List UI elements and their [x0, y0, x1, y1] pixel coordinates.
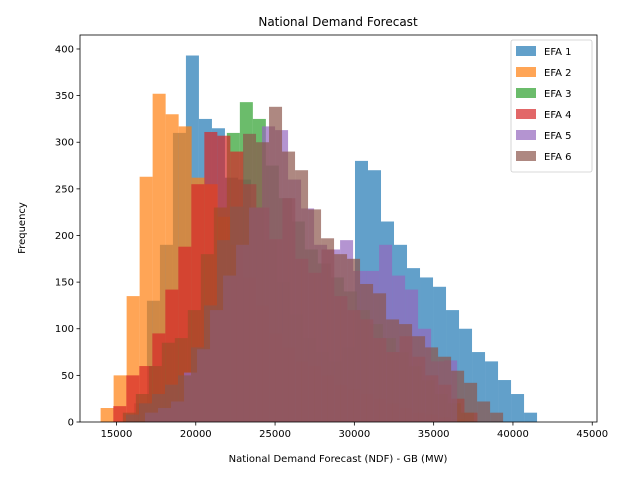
histogram-bar	[438, 356, 452, 422]
legend-label: EFA 4	[544, 110, 572, 121]
histogram-bar	[524, 412, 538, 422]
histogram-bar	[295, 170, 309, 422]
histogram-bar	[282, 151, 296, 422]
y-tick-label: 150	[55, 278, 74, 289]
x-tick-label: 40000	[497, 429, 529, 440]
y-tick-label: 250	[55, 184, 74, 195]
y-tick-label: 300	[55, 138, 74, 149]
histogram-bar	[125, 414, 139, 422]
histogram-bar	[399, 324, 413, 422]
series-6-bars	[125, 106, 504, 423]
y-axis-label: Frequency	[17, 202, 28, 254]
histogram-bar	[464, 382, 478, 422]
histogram-bar	[334, 254, 348, 422]
histogram-bar	[477, 401, 491, 422]
histogram-bar	[256, 142, 270, 422]
x-axis-label: National Demand Forecast (NDF) - GB (MW)	[229, 454, 448, 465]
histogram-bar	[230, 206, 244, 422]
histogram-bars	[100, 55, 538, 423]
histogram-bar	[321, 238, 335, 422]
histogram-bar	[451, 370, 465, 422]
histogram-bar	[269, 106, 283, 423]
axes-frame	[79, 34, 598, 423]
legend-label: EFA 3	[544, 89, 572, 100]
histogram-bar	[347, 258, 361, 422]
legend-swatch	[516, 88, 536, 98]
histogram-bar	[360, 283, 374, 422]
legend-label: EFA 6	[544, 152, 572, 163]
legend-swatch	[516, 67, 536, 77]
histogram-bar	[191, 347, 205, 422]
x-tick-label: 35000	[418, 429, 450, 440]
legend-swatch	[516, 109, 536, 119]
chart-title: National Demand Forecast	[258, 15, 418, 29]
x-tick-label: 25000	[259, 429, 291, 440]
histogram-bar	[243, 133, 257, 422]
histogram-bar	[100, 408, 114, 422]
legend-swatch	[516, 130, 536, 140]
histogram-bar	[498, 380, 512, 422]
histogram-bar	[178, 375, 192, 422]
histogram-bar	[308, 209, 322, 422]
x-tick-label: 15000	[101, 429, 133, 440]
legend-label: EFA 1	[544, 47, 572, 58]
y-tick-label: 200	[55, 231, 74, 242]
legend-swatch	[516, 151, 536, 161]
y-tick-label: 350	[55, 91, 74, 102]
legend-label: EFA 2	[544, 68, 572, 79]
histogram-bar	[511, 394, 525, 422]
histogram-bar	[373, 293, 387, 422]
histogram-bar	[412, 336, 426, 422]
legend-label: EFA 5	[544, 131, 572, 142]
x-tick-label: 45000	[576, 429, 608, 440]
y-axis-ticks: 0 50 100 150 200 250 300 350 400	[55, 44, 80, 429]
legend-swatch	[516, 46, 536, 56]
y-tick-label: 50	[61, 371, 74, 382]
y-tick-label: 400	[55, 44, 74, 55]
y-tick-label: 0	[68, 418, 74, 429]
histogram-bar	[490, 412, 504, 422]
plot-area: 15000 20000 25000 30000 35000 40000 45000 0 50 1…	[55, 34, 608, 440]
x-tick-label: 20000	[180, 429, 212, 440]
histogram-bar	[151, 394, 166, 422]
histogram-bar	[204, 305, 218, 422]
legend: EFA 1 EFA 2 EFA 3 EFA 4 EFA 5 EFA 6	[510, 39, 593, 173]
x-tick-label: 30000	[338, 429, 370, 440]
histogram-bar	[138, 403, 152, 422]
y-tick-label: 100	[55, 324, 74, 335]
x-axis-ticks: 15000 20000 25000 30000 35000 40000 45000	[101, 422, 608, 440]
histogram-bar	[126, 375, 140, 422]
histogram-bar	[217, 240, 231, 422]
histogram-bar	[425, 347, 439, 422]
histogram-bar	[139, 176, 153, 422]
histogram-bar	[165, 384, 179, 422]
histogram-bar	[113, 406, 127, 422]
histogram-bar	[386, 319, 400, 422]
